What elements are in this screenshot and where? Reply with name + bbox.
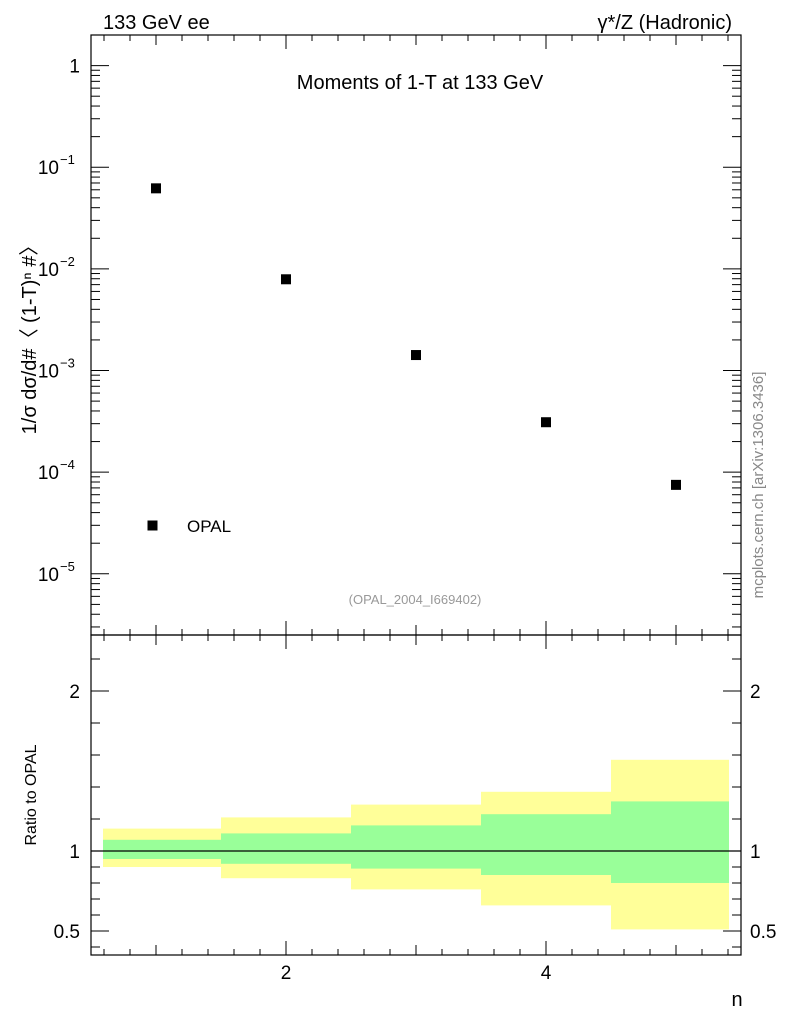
- ratio-band-inner-bin-3: [351, 825, 481, 869]
- data-point-opal-1: [151, 183, 161, 194]
- main-y-tick-exponent: −5: [60, 559, 75, 574]
- main-y-tick-label: 10: [38, 565, 59, 586]
- analysis-id: (OPAL_2004_I669402): [349, 592, 482, 607]
- x-tick-label: 2: [281, 963, 292, 984]
- main-y-tick-label: 10: [38, 463, 59, 484]
- data-point-opal-5: [671, 479, 681, 490]
- ratio-y-tick-label-right: 0.5: [750, 922, 776, 943]
- x-axis-label: n: [731, 989, 742, 1011]
- main-y-tick-label: 10: [38, 260, 59, 281]
- main-plot-frame: [90, 34, 742, 636]
- main-y-axis-label: 1/σ dσ/d#〈 (1-T)ⁿ #〉: [19, 236, 41, 435]
- legend-label-opal: OPAL: [187, 517, 231, 536]
- legend-marker-opal: [147, 520, 158, 531]
- ratio-band-inner-bin-5: [611, 801, 729, 883]
- ratio-y-tick-label: 2: [69, 682, 80, 703]
- ratio-band-inner-bin-2: [221, 833, 351, 864]
- ratio-y-tick-label: 0.5: [54, 922, 80, 943]
- ratio-band-inner-bin-1: [103, 839, 221, 859]
- main-y-tick-exponent: −2: [60, 254, 75, 269]
- x-tick-label: 4: [541, 963, 552, 984]
- main-plot-panel: 110−110−210−310−410−5 Moments of 1-T at …: [19, 34, 742, 636]
- ratio-y-tick-label-right: 1: [750, 842, 761, 863]
- ratio-band-inner-bin-4: [481, 814, 611, 875]
- main-y-tick-exponent: −3: [60, 356, 75, 371]
- data-point-opal-4: [541, 417, 551, 428]
- main-y-tick-label: 1: [69, 57, 80, 78]
- header-right: γ*/Z (Hadronic): [598, 12, 732, 34]
- ratio-y-axis-label: Ratio to OPAL: [23, 744, 40, 845]
- data-point-opal-2: [281, 274, 291, 285]
- side-watermark: mcplots.cern.ch [arXiv:1306.3436]: [750, 372, 767, 599]
- main-plot-title: Moments of 1-T at 133 GeV: [297, 72, 544, 94]
- main-y-tick-label: 10: [38, 362, 59, 383]
- data-point-opal-3: [411, 350, 421, 361]
- main-y-tick-exponent: −1: [60, 152, 75, 167]
- ratio-y-tick-label-right: 2: [750, 682, 761, 703]
- main-y-tick-exponent: −4: [60, 457, 75, 472]
- ratio-y-tick-label: 1: [69, 842, 80, 863]
- ratio-plot-panel: 2 4 0.5 0.5 1 1 2 2 Ratio to OPAL n: [23, 634, 776, 1011]
- header-left: 133 GeV ee: [103, 12, 210, 34]
- main-y-tick-label: 10: [38, 158, 59, 179]
